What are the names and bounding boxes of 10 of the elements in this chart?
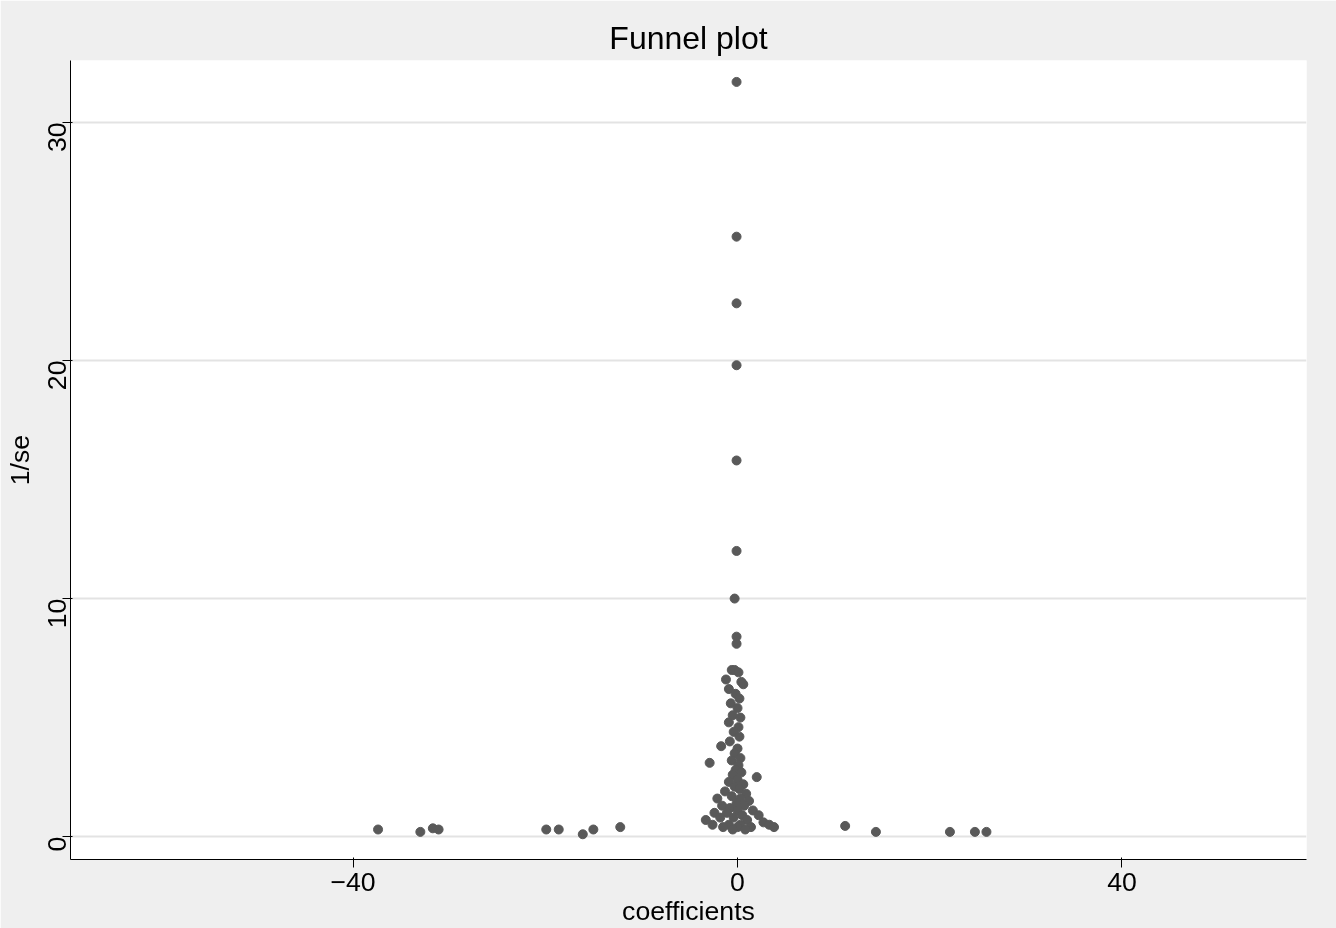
y-tick-label: 30 [42, 122, 73, 153]
x-tick-label: 40 [1107, 866, 1137, 897]
y-tick-label: 10 [42, 598, 73, 629]
x-axis-title: coefficients [622, 895, 755, 926]
x-tick-label: 0 [730, 866, 745, 897]
chart-title: Funnel plot [609, 19, 768, 56]
y-tick-label: 20 [42, 360, 73, 391]
y-tick-label: 0 [42, 836, 73, 852]
y-axis-title: 1/se [4, 434, 35, 486]
x-tick-label: −40 [330, 866, 376, 897]
